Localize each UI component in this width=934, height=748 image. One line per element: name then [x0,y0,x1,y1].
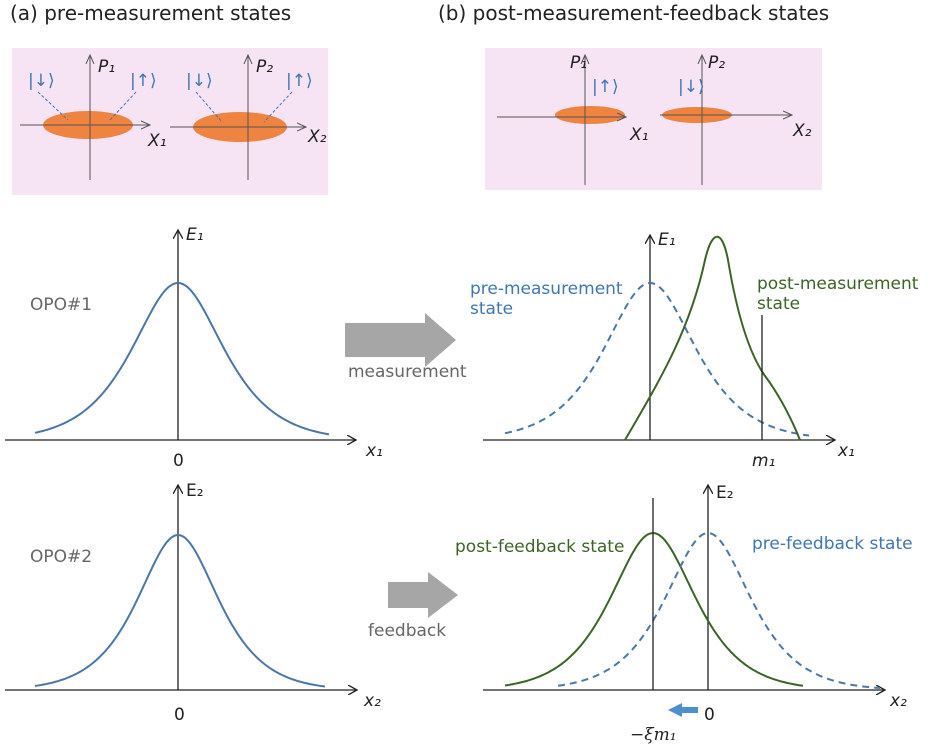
label: |↑⟩ [130,71,157,91]
label: 0 [174,705,185,725]
label: |↑⟩ [286,71,313,91]
label: |↓⟩ [678,77,705,97]
curve [34,282,330,436]
label: P₂ [256,57,273,77]
label: x₁ [365,441,383,461]
phase-panel [485,48,822,190]
label: E₁ [186,225,204,245]
label: post-feedback state [455,537,624,557]
title: (b) post-measurement-feedback states [438,1,829,25]
label: |↓⟩ [186,71,213,91]
label: OPO#1 [30,295,92,315]
label: X₁ [629,125,648,145]
label: 0 [173,451,184,471]
label: P₁ [570,53,587,73]
shift-arrow [668,703,698,717]
label: 0 [704,705,715,725]
arrow [345,313,456,367]
label: X₁ [147,131,166,151]
label: P₂ [708,53,725,73]
label: m₁ [752,451,775,471]
state-ellipse [555,106,625,124]
curve [624,235,801,441]
label: OPO#2 [30,547,92,567]
label: X₂ [307,127,327,147]
curve [504,282,810,437]
label: post-measurement state [757,274,919,314]
label: −ξm₁ [630,725,677,745]
label: pre-measurement state [470,279,623,319]
label: E₂ [716,483,734,503]
pointer [37,91,293,123]
label: E₁ [658,230,676,250]
arrow [388,572,458,618]
label: P₁ [98,57,115,77]
label: pre-feedback state [752,534,913,554]
curve [504,531,804,687]
label: |↑⟩ [592,77,619,97]
curve [34,534,326,688]
label: X₂ [792,121,812,141]
label: x₂ [889,691,907,711]
label: feedback [368,621,446,641]
label: x₁ [837,441,855,461]
label: x₂ [363,691,381,711]
label: |↓⟩ [28,71,55,91]
label: E₂ [186,481,204,501]
label: measurement [348,362,467,382]
title: (a) pre-measurement states [10,1,291,25]
